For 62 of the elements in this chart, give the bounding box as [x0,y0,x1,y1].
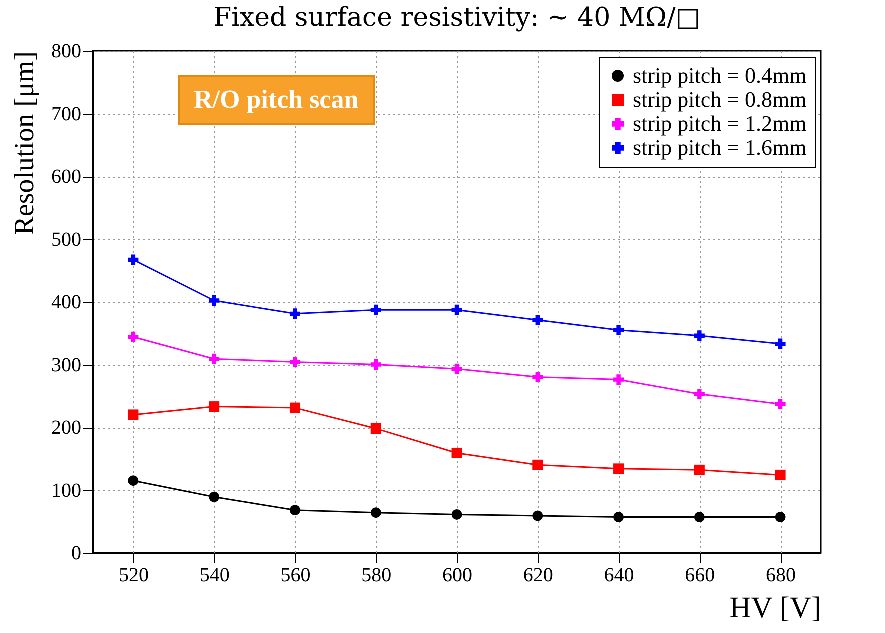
point [370,424,382,434]
x-tick-label: 600 [442,564,472,586]
legend-label: strip pitch = 1.6mm [633,135,807,160]
legend-label: strip pitch = 0.8mm [633,87,807,112]
point [452,364,462,374]
y-tick-label: 300 [52,354,82,376]
point [209,492,220,502]
point [290,505,300,516]
point [452,448,462,458]
x-tick-label: 580 [362,564,392,586]
point [614,464,624,474]
point [614,324,624,336]
point [532,460,544,470]
x-axis-title: HV [V] [730,592,822,624]
point [128,254,139,266]
x-tick-label: 620 [523,564,554,586]
y-tick-label: 700 [52,103,82,126]
legend-label: strip pitch = 1.2mm [633,111,807,136]
x-tick-label: 560 [280,564,311,586]
y-tick-label: 200 [52,417,82,439]
point [775,512,786,522]
point [532,314,544,326]
y-axis-title: Resolution [μm] [10,52,40,236]
point [775,470,786,480]
x-tick-label: 660 [685,564,716,586]
chart-title: Fixed surface resistivity: ~ 40 MΩ/□ [214,3,700,33]
point [209,354,220,364]
point [290,356,300,368]
point [775,338,786,350]
point [128,476,139,486]
y-tick-label: 400 [52,292,82,314]
legend-label: strip pitch = 0.4mm [633,63,807,88]
point [209,402,220,412]
point [370,508,382,518]
point [370,360,382,370]
x-tick-label: 680 [766,564,796,586]
point [370,304,382,316]
point [694,330,705,342]
y-tick-label: 600 [52,166,82,188]
x-tick-label: 520 [118,564,149,586]
point [290,308,300,320]
point [775,399,786,410]
point [694,389,705,400]
point [452,509,462,520]
point [694,464,705,476]
y-tick-label: 500 [52,228,82,251]
point [452,304,462,316]
point [532,510,544,522]
y-tick-label: 100 [52,480,82,502]
point [694,512,705,522]
point [128,332,139,342]
x-tick-label: 640 [604,564,634,586]
point [128,410,139,420]
y-tick-label: 800 [52,40,82,62]
point [614,374,624,386]
point [532,372,544,383]
point [614,512,624,522]
x-tick-label: 540 [200,564,230,586]
point [209,296,220,306]
y-tick-label: 0 [72,542,82,564]
label-box: R/O pitch scan [178,75,375,125]
point [290,402,300,414]
